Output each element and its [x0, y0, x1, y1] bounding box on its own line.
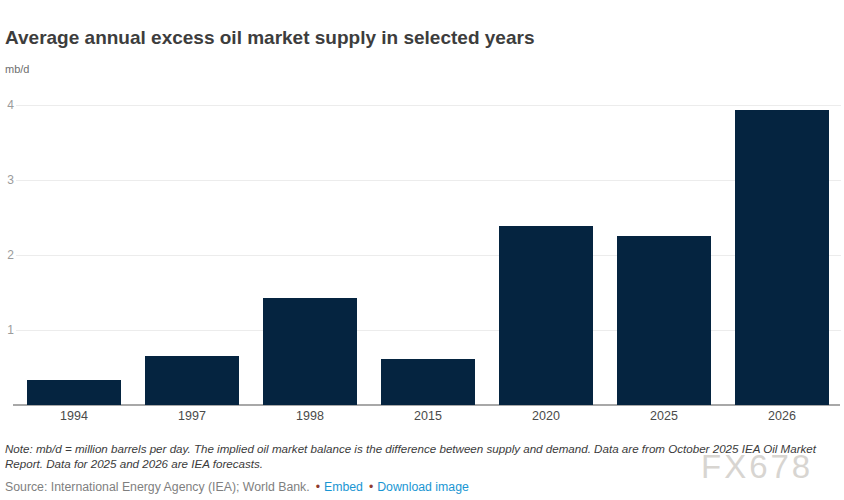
- bar-2026: [735, 110, 829, 406]
- bar-1997: [145, 356, 239, 406]
- x-tick-label-1997: 1997: [133, 409, 251, 423]
- y-tick-label-4: 4: [0, 99, 14, 111]
- gridline-4: [16, 105, 841, 106]
- x-tick-label-2025: 2025: [605, 409, 723, 423]
- gridline-3: [16, 180, 841, 181]
- source-text: Source: International Energy Agency (IEA…: [5, 480, 310, 494]
- bullet-separator: •: [316, 480, 320, 494]
- footnote-line-1: Note: mb/d = million barrels per day. Th…: [5, 442, 816, 455]
- y-tick-label-2: 2: [0, 249, 14, 261]
- bar-1998: [263, 298, 357, 405]
- bar-1994: [27, 380, 121, 406]
- x-tick-label-2020: 2020: [487, 409, 605, 423]
- source-row: Source: International Energy Agency (IEA…: [5, 480, 469, 494]
- y-tick-label-3: 3: [0, 174, 14, 186]
- x-tick-label-2015: 2015: [369, 409, 487, 423]
- bullet-separator: •: [369, 480, 373, 494]
- chart-card: Average annual excess oil market supply …: [0, 0, 844, 500]
- footnote-line-2: Report. Data for 2025 and 2026 are IEA f…: [5, 457, 263, 470]
- plot-area: 1 2 3 4 1994199719982015202020252026: [0, 0, 844, 500]
- x-tick-label-1994: 1994: [15, 409, 133, 423]
- gridline-1: [16, 330, 841, 331]
- y-tick-label-1: 1: [0, 324, 14, 336]
- bar-2015: [381, 359, 475, 405]
- bar-2025: [617, 236, 711, 405]
- embed-link[interactable]: Embed: [324, 480, 363, 494]
- download-image-link[interactable]: Download image: [377, 480, 469, 494]
- bar-2020: [499, 226, 593, 405]
- x-tick-label-2026: 2026: [723, 409, 841, 423]
- gridline-2: [16, 255, 841, 256]
- x-tick-label-1998: 1998: [251, 409, 369, 423]
